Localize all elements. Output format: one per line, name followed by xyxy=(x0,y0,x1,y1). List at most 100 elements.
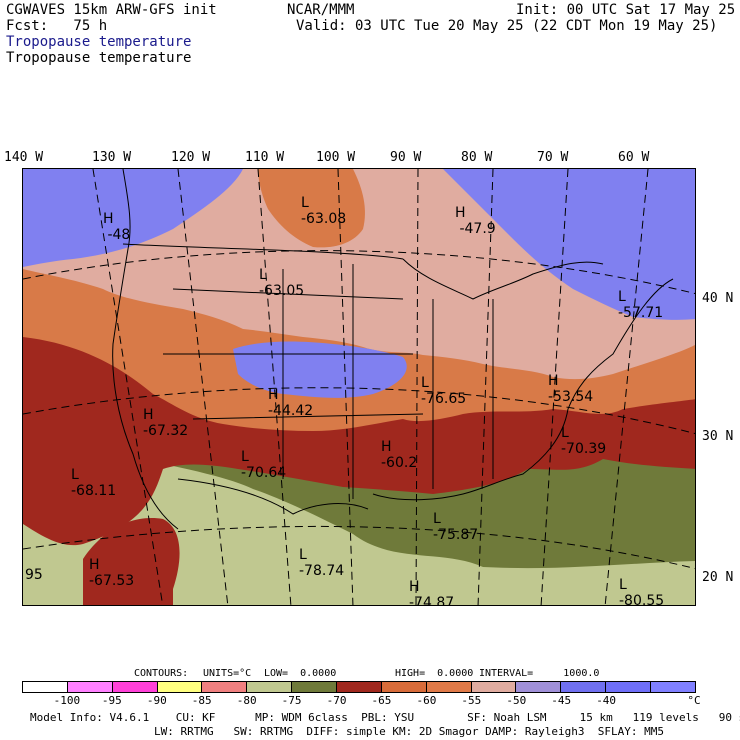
pressure-center: H -74.87 xyxy=(409,579,455,606)
contours-high: HIGH= 0.0000 xyxy=(395,668,474,679)
map-canvas xyxy=(23,169,695,605)
lat-line xyxy=(23,525,695,570)
lon-line xyxy=(177,169,229,605)
contours-label: CONTOURS: xyxy=(134,668,189,679)
contours-low: LOW= 0.0000 xyxy=(264,668,337,679)
color-scale-tick: -45 xyxy=(551,694,572,707)
color-scale-tick: -85 xyxy=(191,694,212,707)
color-scale-tick: -50 xyxy=(506,694,527,707)
gulf-atlantic-coast xyxy=(372,278,674,501)
color-swatch xyxy=(426,682,472,692)
valid-time: Valid: 03 UTC Tue 20 May 25 (22 CDT Mon … xyxy=(296,18,718,34)
pressure-center: L -70.39 xyxy=(561,425,607,457)
lat-line xyxy=(23,250,695,295)
lon-line xyxy=(415,169,419,605)
pressure-center: H -47.9 xyxy=(455,205,496,237)
lon-line xyxy=(604,169,649,605)
great-lakes xyxy=(402,258,604,300)
lon-line xyxy=(477,169,494,605)
pressure-center: L -78.74 xyxy=(299,547,345,579)
init-time: Init: 00 UTC Sat 17 May 25 xyxy=(516,2,736,18)
color-swatch xyxy=(23,682,68,692)
pressure-center: H -48 xyxy=(103,211,131,243)
us-mexico-border xyxy=(177,478,369,515)
lon-line xyxy=(257,169,292,605)
color-swatch xyxy=(202,682,248,692)
field-title: Tropopause temperature xyxy=(6,50,192,66)
lon-line xyxy=(92,169,164,605)
lon-label: 90 W xyxy=(390,150,422,165)
color-swatch xyxy=(112,682,158,692)
purple-central xyxy=(233,341,407,398)
lat-label: 30 N xyxy=(702,429,734,444)
pressure-center: H -67.32 xyxy=(143,407,189,439)
us-canada-border xyxy=(122,243,404,260)
pressure-center: H -53.54 xyxy=(548,373,594,405)
contours-units: UNITS=°C xyxy=(203,668,252,679)
color-scale-tick: -65 xyxy=(371,694,392,707)
model-info: Model Info: V4.6.1 CU: KF MP: WDM 6class… xyxy=(30,711,740,724)
color-swatch xyxy=(337,682,382,692)
pressure-center: L -68.11 xyxy=(71,467,117,499)
lat-label: 40 N xyxy=(702,291,734,306)
red-southwest xyxy=(83,518,180,605)
pressure-center: H -44.42 xyxy=(268,387,314,419)
color-scale-bar xyxy=(22,681,696,693)
graticule xyxy=(23,169,695,605)
pressure-center: L -80.55 xyxy=(619,577,665,606)
lon-label: 120 W xyxy=(171,150,211,165)
model-title: CGWAVES 15km ARW-GFS init xyxy=(6,2,217,18)
lon-line xyxy=(337,169,354,605)
purple-northeast xyxy=(443,169,695,320)
lat-line xyxy=(23,387,695,435)
color-scale-tick: -55 xyxy=(461,694,482,707)
west-coast xyxy=(112,169,179,530)
pressure-center: L -70.64 xyxy=(241,449,287,481)
color-scale-tick: -40 xyxy=(596,694,617,707)
organization: NCAR/MMM xyxy=(287,2,355,18)
pressure-center: L -63.05 xyxy=(259,267,305,299)
pressure-center: L -76.65 xyxy=(421,375,467,407)
field-title-blue: Tropopause temperature xyxy=(6,34,192,50)
lon-label: 60 W xyxy=(618,150,650,165)
color-swatch xyxy=(292,682,338,692)
pressure-center: L -75.87 xyxy=(433,511,479,543)
color-swatch xyxy=(651,682,695,692)
color-scale-tick: -70 xyxy=(326,694,347,707)
color-swatch xyxy=(561,682,607,692)
pressure-center: L -57.71 xyxy=(618,289,664,321)
color-swatch xyxy=(471,682,517,692)
physics-info: LW: RRTMG SW: RRTMG DIFF: simple KM: 2D … xyxy=(154,725,664,738)
color-scale-tick: -75 xyxy=(281,694,302,707)
pressure-center: H -60.2 xyxy=(381,439,418,471)
forecast-hour: Fcst: 75 h xyxy=(6,18,108,34)
pressure-value: 95 xyxy=(25,567,43,583)
lon-label: 130 W xyxy=(92,150,132,165)
lon-label: 140 W xyxy=(4,150,44,165)
color-swatch xyxy=(516,682,562,692)
color-swatch xyxy=(381,682,427,692)
color-scale-tick: -60 xyxy=(416,694,437,707)
color-swatch xyxy=(157,682,203,692)
lon-line xyxy=(540,169,569,605)
lon-label: 70 W xyxy=(537,150,569,165)
lon-label: 110 W xyxy=(245,150,285,165)
color-scale-tick: -80 xyxy=(236,694,257,707)
color-scale-tick: -95 xyxy=(101,694,122,707)
tropopause-map: H -48 L -63.08 H -47.9 L -63.05 L -57.71 H-… xyxy=(22,168,696,606)
color-scale-tick: -90 xyxy=(146,694,167,707)
lat-label: 20 N xyxy=(702,570,734,585)
contours-interval: INTERVAL= 1000.0 xyxy=(479,668,600,679)
color-swatch xyxy=(606,682,652,692)
lon-label: 80 W xyxy=(461,150,493,165)
coastlines-and-borders xyxy=(112,169,674,530)
color-scale-unit: °C xyxy=(687,694,701,707)
pressure-center: L -63.08 xyxy=(301,195,347,227)
lon-label: 100 W xyxy=(316,150,356,165)
pressure-center: H -67.53 xyxy=(89,557,135,589)
state-lines xyxy=(163,264,494,499)
purple-northwest xyxy=(23,169,243,267)
color-swatch xyxy=(67,682,113,692)
color-scale-tick: -100 xyxy=(53,694,81,707)
color-swatch xyxy=(247,682,293,692)
